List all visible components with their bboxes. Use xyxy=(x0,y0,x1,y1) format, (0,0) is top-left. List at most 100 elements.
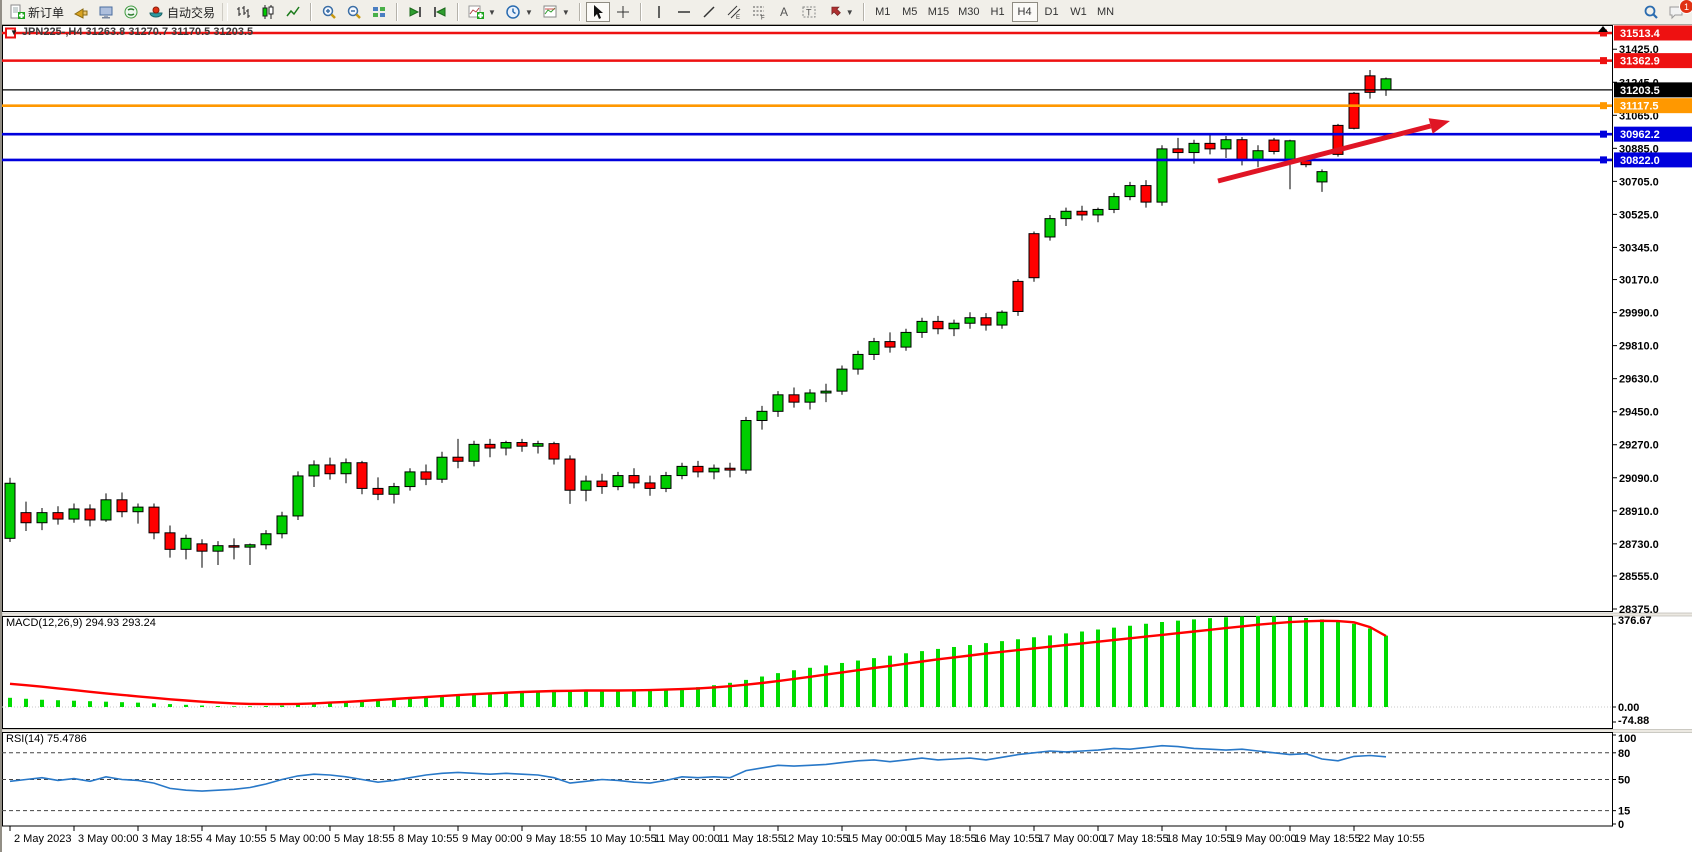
timeframe-h1-button[interactable]: H1 xyxy=(985,2,1011,22)
date-tick-label: 9 May 18:55 xyxy=(526,833,587,845)
timeframe-mn-button[interactable]: MN xyxy=(1093,2,1119,22)
candlestick xyxy=(276,515,288,535)
price-chart[interactable]: 31425.031245.031065.030885.030705.030525… xyxy=(2,25,1692,853)
autotrading-button[interactable]: 自动交易 xyxy=(144,2,219,22)
indicators-icon xyxy=(468,5,485,19)
candlestick xyxy=(1140,185,1152,203)
price-flag xyxy=(1614,82,1692,98)
candlestick xyxy=(164,532,176,550)
timeframe-m30-button[interactable]: M30 xyxy=(954,2,983,22)
line-endpoint-handle[interactable] xyxy=(5,27,16,39)
price-tick-label: 28375.0 xyxy=(1619,604,1659,616)
candlestick xyxy=(820,390,832,394)
timeframe-d1-button[interactable]: D1 xyxy=(1039,2,1065,22)
trendline-tool-button[interactable] xyxy=(697,2,721,22)
indicators-button[interactable]: ▼ xyxy=(464,2,500,22)
candlestick xyxy=(228,545,240,548)
price-tick-label: 29450.0 xyxy=(1619,407,1659,419)
bar-chart-button[interactable] xyxy=(231,2,255,22)
new-order-icon xyxy=(10,4,25,19)
price-flag-label: 31203.5 xyxy=(1620,85,1660,97)
vertical-line-tool-button[interactable] xyxy=(647,2,671,22)
horizontal-line-icon xyxy=(677,11,690,13)
date-tick-label: 8 May 10:55 xyxy=(398,833,459,845)
candlestick xyxy=(900,331,912,348)
crosshair-tool-button[interactable] xyxy=(611,2,635,22)
candlestick xyxy=(1124,185,1136,198)
new-order-button[interactable]: 新订单 xyxy=(5,2,68,22)
market-depth-button[interactable] xyxy=(69,2,93,22)
svg-text:E: E xyxy=(736,15,740,20)
candlestick xyxy=(1076,210,1088,216)
zoom-in-button[interactable] xyxy=(317,2,341,22)
panel-splitter[interactable] xyxy=(2,612,1692,617)
candlestick xyxy=(1380,78,1392,91)
line-endpoint-handle[interactable] xyxy=(1600,29,1607,37)
symbol-dropdown-icon[interactable]: ▼ xyxy=(10,27,18,37)
candlestick xyxy=(852,353,864,370)
price-tick-label: 29810.0 xyxy=(1619,341,1659,353)
chart-title-text: JPN225-,H4 31263.8 31270.7 31170.5 31203… xyxy=(21,26,254,38)
search-icon xyxy=(1644,5,1658,19)
timeframe-label: M15 xyxy=(927,6,950,18)
chart-area[interactable]: 31425.031245.031065.030885.030705.030525… xyxy=(2,25,1692,853)
templates-button[interactable]: ▼ xyxy=(538,2,574,22)
candlestick-chart-button[interactable] xyxy=(256,2,280,22)
date-tick-label: 4 May 10:55 xyxy=(206,833,267,845)
candlestick xyxy=(100,499,112,521)
autotrading-label: 自动交易 xyxy=(167,5,216,20)
line-endpoint-handle[interactable] xyxy=(1600,57,1607,65)
search-button[interactable] xyxy=(1639,2,1663,22)
strategy-tester-button[interactable] xyxy=(119,2,143,22)
fibonacci-tool-button[interactable]: F xyxy=(747,2,771,22)
line-endpoint-handle[interactable] xyxy=(1600,130,1607,138)
zoom-in-icon xyxy=(322,5,336,19)
candlestick xyxy=(1092,208,1104,216)
scroll-to-end-marker[interactable] xyxy=(1598,26,1608,32)
periods-button[interactable]: ▼ xyxy=(501,2,537,22)
toolbar-separator xyxy=(396,3,399,21)
line-chart-button[interactable] xyxy=(281,2,305,22)
timeframe-m15-button[interactable]: M15 xyxy=(924,2,953,22)
price-tick-label: 29090.0 xyxy=(1619,473,1659,485)
toolbar: 新订单 自动交易 xyxy=(2,0,1692,25)
text-label-tool-button[interactable]: T xyxy=(797,2,821,22)
arrows-tool-button[interactable]: ▼ xyxy=(822,2,858,22)
line-endpoint-handle[interactable] xyxy=(1600,102,1607,110)
terminal-button[interactable] xyxy=(94,2,118,22)
tile-windows-button[interactable] xyxy=(367,2,391,22)
candlestick xyxy=(484,443,496,449)
timeframe-m5-button[interactable]: M5 xyxy=(897,2,923,22)
notifications-button[interactable]: 1 xyxy=(1664,0,1692,22)
cursor-tool-button[interactable] xyxy=(585,2,610,22)
date-tick-label: 18 May 10:55 xyxy=(1166,833,1233,845)
candlestick xyxy=(356,462,368,489)
chevron-down-icon: ▼ xyxy=(524,7,533,17)
channel-tool-button[interactable]: E xyxy=(722,2,746,22)
macd-panel-frame xyxy=(2,616,1613,729)
candlestick xyxy=(1204,142,1216,150)
line-endpoint-handle[interactable] xyxy=(1600,156,1607,164)
price-flag xyxy=(1614,53,1692,69)
date-tick-label: 22 May 10:55 xyxy=(1358,833,1425,845)
timeframe-h4-button[interactable]: H4 xyxy=(1011,2,1038,22)
timeframe-m1-button[interactable]: M1 xyxy=(870,2,896,22)
price-tick-label: 31065.0 xyxy=(1619,110,1659,122)
candlestick xyxy=(260,533,272,546)
timeframe-w1-button[interactable]: W1 xyxy=(1066,2,1092,22)
vertical-line-icon xyxy=(658,6,660,18)
cursor-icon xyxy=(593,5,603,19)
trend-arrow[interactable] xyxy=(1217,123,1432,184)
new-order-label: 新订单 xyxy=(28,5,65,20)
candlestick xyxy=(724,467,736,471)
text-tool-button[interactable]: A xyxy=(772,2,796,22)
auto-scroll-button[interactable] xyxy=(403,2,427,22)
chart-shift-button[interactable] xyxy=(428,2,452,22)
timeframe-label: D1 xyxy=(1044,6,1059,18)
toolbar-separator xyxy=(639,3,642,21)
candlestick-icon xyxy=(262,5,274,19)
date-tick-label: 3 May 00:00 xyxy=(78,833,139,845)
horizontal-line-tool-button[interactable] xyxy=(672,2,696,22)
price-flag xyxy=(1614,25,1692,41)
zoom-out-button[interactable] xyxy=(342,2,366,22)
